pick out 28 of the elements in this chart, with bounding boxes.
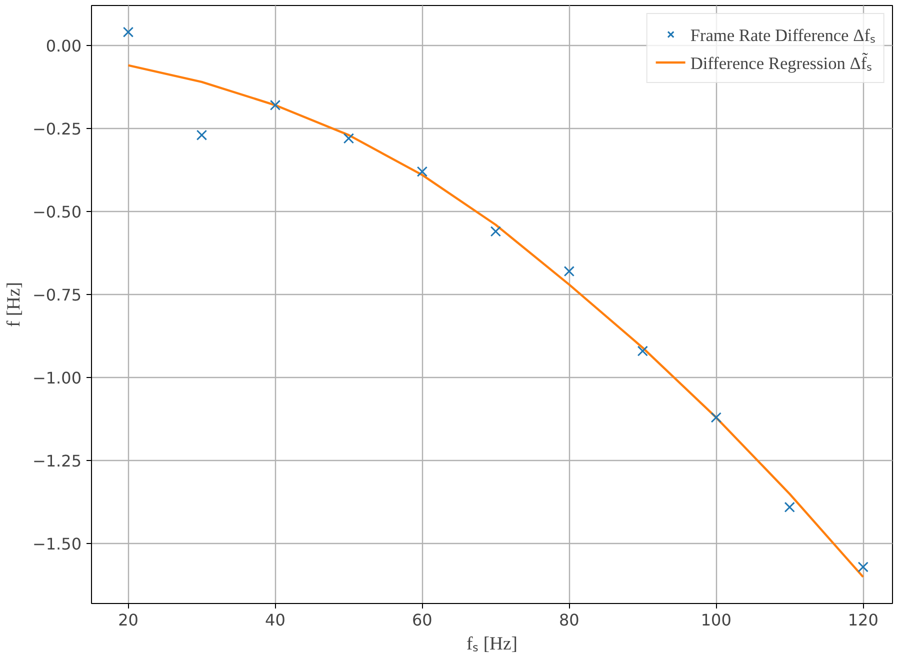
point <box>710 412 722 423</box>
point <box>270 100 281 111</box>
y-tick-label: −0.50 <box>32 202 82 222</box>
legend-label: Frame Rate Difference Δfₛ <box>690 25 875 46</box>
point <box>343 133 354 144</box>
y-tick-label: −1.00 <box>32 368 82 388</box>
x-tick-label: 120 <box>848 610 878 630</box>
point <box>564 266 575 277</box>
legend-label: Difference Regression Δf̃ₛ <box>690 52 872 74</box>
y-tick-label: −1.25 <box>32 452 82 471</box>
point <box>490 226 502 237</box>
y-tick-label: −0.75 <box>32 286 82 305</box>
x-tick-label: 40 <box>265 610 286 630</box>
y-tick-label: −0.25 <box>32 119 82 138</box>
point <box>637 346 648 356</box>
point <box>196 130 208 140</box>
y-tick-label: 0.00 <box>46 36 82 56</box>
x-tick-label: 80 <box>558 610 580 630</box>
x-tick-label: 60 <box>412 610 432 630</box>
y-tick-label: −1.50 <box>32 534 82 554</box>
y-axis-title: f [Hz] <box>3 282 24 328</box>
x-tick-label: 100 <box>700 610 732 630</box>
x-tick-label: 20 <box>118 610 138 630</box>
point <box>122 26 134 38</box>
x-axis-title: fₛ [Hz] <box>466 634 518 654</box>
point <box>784 502 795 512</box>
point <box>858 562 868 572</box>
point <box>416 166 428 177</box>
